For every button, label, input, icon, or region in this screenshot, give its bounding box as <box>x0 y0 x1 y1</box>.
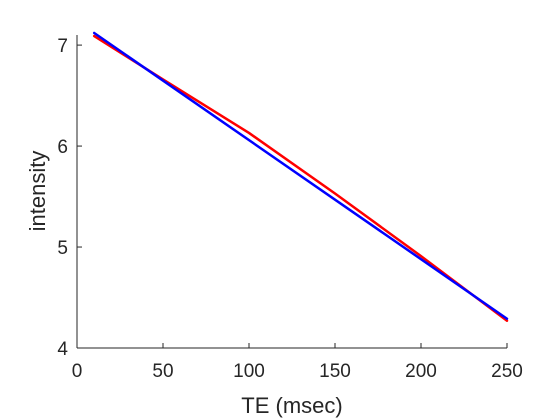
y-axis-ticks: 4 5 6 7 <box>57 36 82 360</box>
y-axis-label: intensity <box>25 151 50 232</box>
y-tick-label: 7 <box>57 36 68 57</box>
series-line-red <box>92 34 509 322</box>
x-tick-label: 50 <box>152 361 173 382</box>
y-tick-label: 5 <box>57 238 68 259</box>
plot-area: 0 50 100 150 200 250 4 5 6 7 <box>57 31 523 382</box>
x-tick-label: 0 <box>72 361 83 382</box>
y-tick-label: 4 <box>57 339 68 360</box>
x-axis-ticks: 0 50 100 150 200 250 <box>72 343 523 382</box>
x-tick-label: 100 <box>233 361 265 382</box>
x-tick-label: 250 <box>491 361 523 382</box>
series-line-blue <box>92 31 509 320</box>
x-tick-label: 150 <box>319 361 351 382</box>
x-axis-label: TE (msec) <box>241 393 342 418</box>
y-tick-label: 6 <box>57 137 68 158</box>
series-layer <box>92 31 509 322</box>
x-tick-label: 200 <box>405 361 437 382</box>
